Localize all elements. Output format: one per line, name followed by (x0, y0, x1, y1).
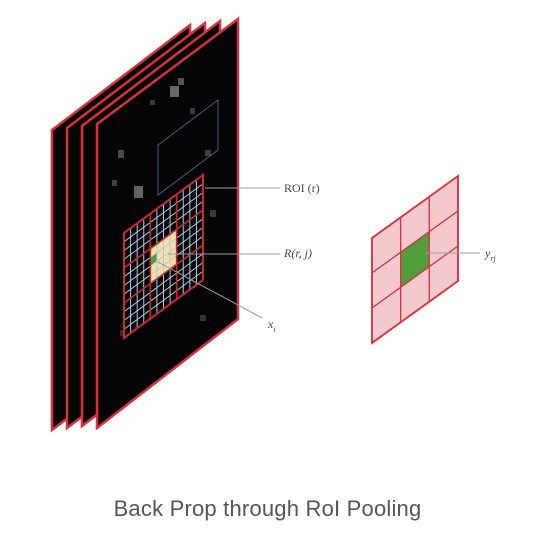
roi-fine-gridline (123, 270, 204, 330)
roi-bin-gridline (123, 244, 204, 304)
roi-pooling-diagram: ROI (r) R(r, j) xi yrj (50, 16, 496, 433)
output-cell-label-sub: rj (490, 254, 496, 263)
roi-bin-gridline (123, 209, 204, 269)
input-cell-xi (150, 252, 157, 267)
roi-label: ROI (r) (284, 181, 320, 195)
output-cell-label: yrj (484, 246, 496, 263)
activation-blobs (112, 78, 216, 336)
roi-border (123, 173, 204, 340)
roi-fine-gridline (123, 262, 204, 321)
output-cell-label-main: y (484, 246, 491, 260)
input-cell-leader-line (157, 261, 263, 319)
region-label: R(r, j) (283, 246, 312, 260)
other-roi-rect (157, 99, 219, 196)
input-cell-label: xi (267, 317, 276, 334)
leader-lines (157, 187, 480, 319)
input-cell-label-main: x (267, 317, 274, 331)
input-cell-label-sub: i (273, 325, 275, 334)
roi-grid (123, 173, 204, 340)
figure-caption: Back Prop through RoI Pooling (113, 496, 422, 521)
output-grid-border (371, 174, 459, 345)
output-pooling-grid (371, 174, 459, 345)
